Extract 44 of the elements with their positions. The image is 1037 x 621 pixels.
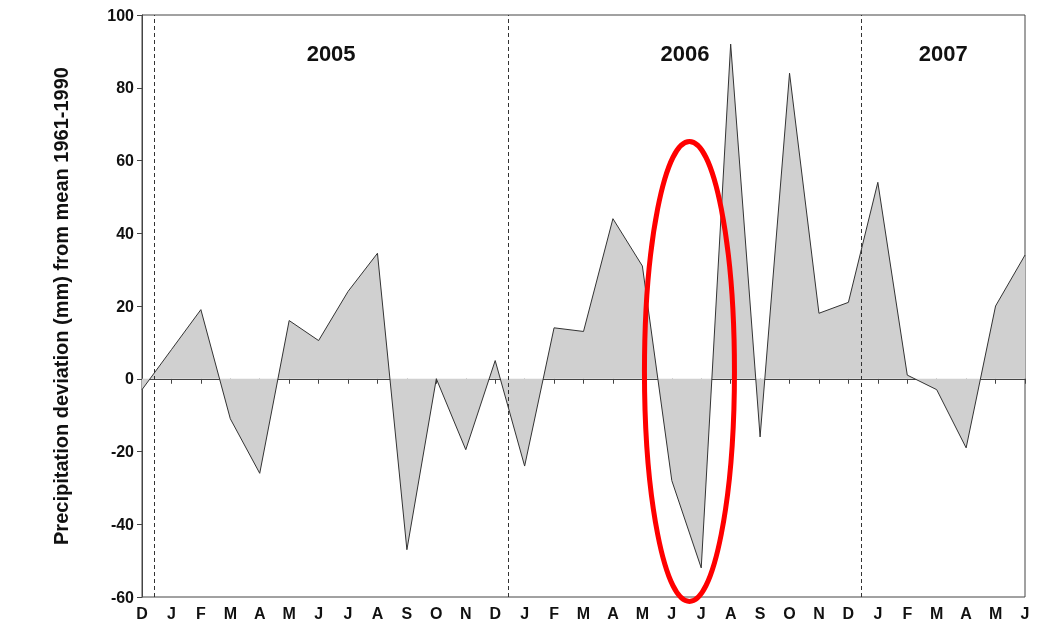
x-tick-label: A — [607, 604, 620, 621]
x-tick-label: O — [430, 604, 443, 621]
y-tick-label: 60 — [116, 152, 135, 169]
x-tick-label: F — [195, 604, 206, 621]
x-tick-label: M — [282, 604, 296, 621]
x-tick-label: M — [988, 604, 1003, 621]
x-tick-label: A — [253, 604, 266, 621]
x-tick-label: S — [754, 604, 766, 621]
x-tick-label: M — [576, 604, 591, 621]
x-tick-label: J — [314, 604, 324, 621]
x-tick-label: J — [1020, 604, 1030, 621]
x-tick-label: A — [960, 604, 973, 621]
x-tick-label: M — [223, 604, 237, 621]
x-tick-label: J — [520, 604, 530, 621]
y-tick-label: -40 — [110, 515, 135, 533]
annotation: 2007 — [918, 40, 968, 66]
y-tick-label: 40 — [116, 224, 135, 242]
y-tick-label: 0 — [125, 370, 135, 388]
x-tick-label: D — [489, 604, 501, 621]
x-tick-label: J — [166, 604, 176, 621]
x-tick-label: J — [667, 604, 677, 621]
y-axis-title: Precipitation deviation (mm) from mean 1961-1990 — [50, 67, 72, 545]
x-tick-label: J — [873, 604, 883, 621]
y-tick-label: -20 — [110, 443, 135, 460]
annotation: 2006 — [660, 40, 710, 66]
x-tick-label: N — [813, 604, 825, 621]
x-tick-label: M — [635, 604, 650, 621]
x-tick-label: J — [696, 604, 706, 621]
x-tick-label: D — [842, 604, 855, 621]
x-tick-label: M — [930, 604, 944, 621]
x-tick-label: A — [371, 604, 384, 621]
x-tick-label: F — [902, 604, 913, 621]
x-tick-label: O — [783, 604, 796, 621]
x-tick-label: A — [724, 604, 737, 621]
y-tick-label: 20 — [116, 297, 135, 315]
x-tick-label: S — [401, 604, 413, 621]
annotation: 2005 — [306, 40, 356, 66]
y-tick-label: 100 — [107, 6, 135, 24]
x-tick-label: F — [549, 604, 560, 621]
x-tick-label: J — [343, 604, 353, 621]
y-tick-label: -60 — [110, 588, 135, 606]
y-tick-label: 80 — [116, 79, 135, 97]
x-tick-label: N — [459, 604, 472, 621]
x-tick-label: D — [136, 604, 148, 621]
